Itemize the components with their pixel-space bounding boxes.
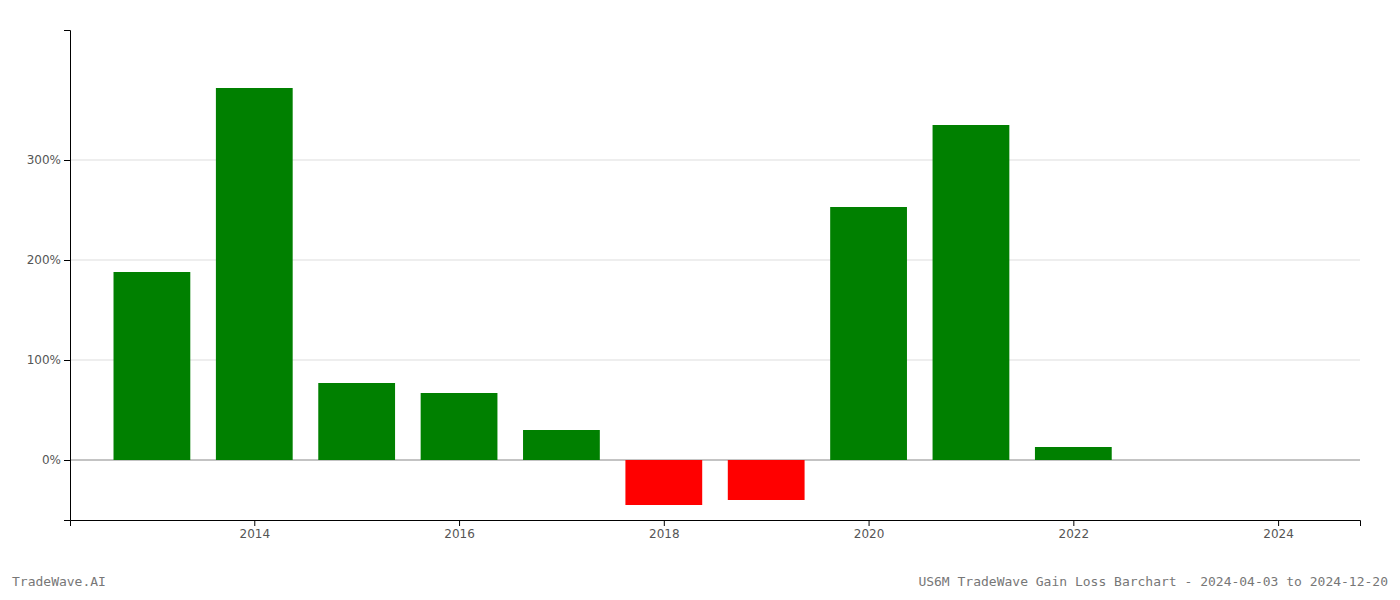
bar — [1035, 447, 1112, 460]
tick: 2018 — [649, 520, 680, 541]
tick-label: 2020 — [854, 527, 885, 541]
plot: 2014 2016 2018 2020 2022 2024 0% 100% 200% 300% — [27, 31, 1361, 541]
x-axis: 2014 2016 2018 2020 2022 2024 — [71, 520, 1361, 541]
tick: 300% — [27, 153, 70, 167]
tick: 0% — [42, 453, 70, 467]
tick-mark — [254, 520, 255, 526]
bar — [216, 88, 293, 460]
tick-label: 2014 — [240, 527, 271, 541]
tick-mark — [459, 520, 460, 526]
tick-label: 2016 — [444, 527, 475, 541]
tick-mark — [64, 360, 70, 361]
tick: 200% — [27, 253, 70, 267]
tick-label: 2024 — [1263, 527, 1294, 541]
bar — [933, 125, 1010, 460]
bar — [830, 207, 907, 460]
tick-mark — [664, 520, 665, 526]
tick-mark — [64, 460, 70, 461]
watermark: TradeWave.AI — [12, 574, 106, 589]
tick: 2014 — [240, 520, 271, 541]
bars — [114, 88, 1112, 505]
tick: 2016 — [444, 520, 475, 541]
bar — [1137, 460, 1214, 461]
bar — [625, 460, 702, 505]
tick-label: 100% — [27, 353, 61, 367]
tick: 2022 — [1059, 520, 1090, 541]
tick-label: 0% — [42, 453, 61, 467]
tick-mark — [64, 160, 70, 161]
tick: 2024 — [1263, 520, 1294, 541]
tick-mark — [1278, 520, 1279, 526]
bar — [114, 272, 191, 460]
tick-label: 300% — [27, 153, 61, 167]
tick: 2020 — [854, 520, 885, 541]
tick-mark — [64, 260, 70, 261]
tick-label: 200% — [27, 253, 61, 267]
tick: 100% — [27, 353, 70, 367]
chart: 2014 2016 2018 2020 2022 2024 0% 100% 200% 300% Tr… — [0, 0, 1400, 600]
tick-mark — [869, 520, 870, 526]
bar — [318, 383, 395, 460]
tick-mark — [1073, 520, 1074, 526]
title: US6M TradeWave Gain Loss Barchart - 2024… — [918, 574, 1388, 589]
tick-label: 2022 — [1059, 527, 1090, 541]
tick-label: 2018 — [649, 527, 680, 541]
bar — [523, 430, 600, 460]
bar — [728, 460, 805, 500]
bar — [421, 393, 498, 460]
axis-line — [71, 521, 1361, 527]
y-axis: 0% 100% 200% 300% — [27, 31, 71, 521]
axis-line — [64, 31, 71, 521]
